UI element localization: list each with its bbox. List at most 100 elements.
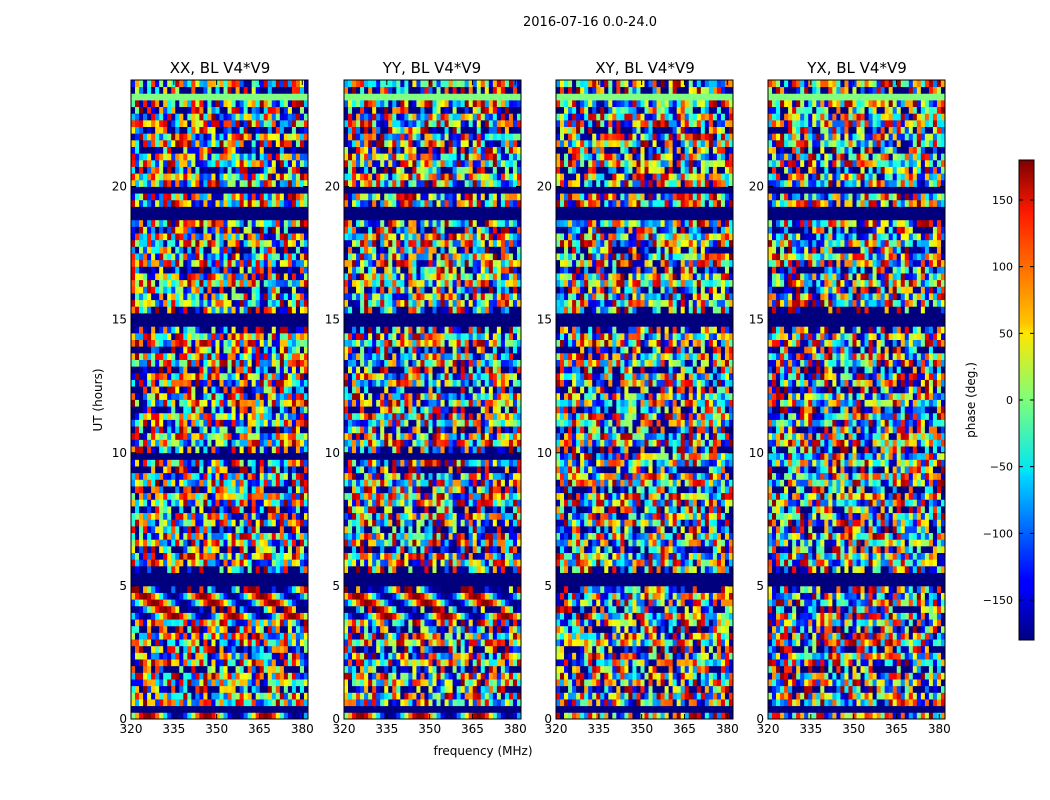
heatmap-cell: [224, 333, 228, 340]
heatmap-cell: [228, 160, 232, 167]
heatmap-cell: [191, 260, 195, 267]
heatmap-cell: [276, 646, 280, 653]
heatmap-cell: [400, 679, 404, 686]
heatmap-cell: [276, 632, 280, 639]
heatmap-cell: [408, 686, 412, 693]
heatmap-cell: [260, 160, 264, 167]
heatmap-cell: [191, 113, 195, 120]
heatmap-cell: [195, 373, 199, 380]
heatmap-cell: [139, 353, 143, 360]
heatmap-cell: [256, 593, 260, 600]
heatmap-cell: [280, 433, 284, 440]
heatmap-cell: [296, 626, 300, 633]
heatmap-cell: [268, 233, 272, 240]
heatmap-cell: [159, 426, 163, 433]
heatmap-cell: [260, 506, 264, 513]
heatmap-cell: [151, 366, 155, 373]
heatmap-cell: [392, 613, 396, 620]
heatmap-cell: [268, 586, 272, 593]
heatmap-cell: [151, 200, 155, 207]
heatmap-cell: [199, 666, 203, 673]
heatmap-cell: [268, 180, 272, 187]
heatmap-cell: [481, 652, 485, 659]
heatmap-cell: [187, 593, 191, 600]
heatmap-cell: [300, 200, 304, 207]
heatmap-cell: [240, 666, 244, 673]
heatmap-cell: [147, 127, 151, 134]
heatmap-cell: [252, 273, 256, 280]
heatmap-cell: [280, 419, 284, 426]
heatmap-cell: [183, 413, 187, 420]
heatmap-cell: [424, 613, 428, 620]
heatmap-cell: [244, 413, 248, 420]
heatmap-cell: [207, 187, 211, 194]
heatmap-cell: [501, 692, 505, 699]
heatmap-cell: [260, 599, 264, 606]
heatmap-cell: [288, 253, 292, 260]
heatmap-cell: [159, 626, 163, 633]
heatmap-cell: [155, 260, 159, 267]
heatmap-cell: [215, 446, 219, 453]
heatmap-cell: [159, 712, 163, 719]
heatmap-cell: [179, 493, 183, 500]
heatmap-cell: [288, 639, 292, 646]
heatmap-cell: [420, 659, 424, 666]
heatmap-cell: [224, 526, 228, 533]
heatmap-cell: [159, 400, 163, 407]
heatmap-cell: [461, 699, 465, 706]
heatmap-cell: [260, 686, 264, 693]
heatmap-cell: [207, 240, 211, 247]
heatmap-cell: [207, 499, 211, 506]
heatmap-cell: [187, 639, 191, 646]
heatmap-cell: [300, 380, 304, 387]
heatmap-cell: [252, 173, 256, 180]
heatmap-cell: [195, 499, 199, 506]
heatmap-cell: [280, 479, 284, 486]
heatmap-cell: [187, 499, 191, 506]
heatmap-cell: [215, 593, 219, 600]
heatmap-cell: [159, 160, 163, 167]
heatmap-cell: [175, 659, 179, 666]
heatmap-cell: [155, 326, 159, 333]
heatmap-cell: [509, 692, 513, 699]
heatmap-cell: [280, 180, 284, 187]
heatmap-cell: [256, 639, 260, 646]
heatmap-cell: [220, 632, 224, 639]
heatmap-cell: [224, 187, 228, 194]
heatmap-cell: [175, 133, 179, 140]
heatmap-cell: [151, 233, 155, 240]
heatmap-cell: [260, 273, 264, 280]
heatmap-cell: [195, 672, 199, 679]
heatmap-cell: [252, 659, 256, 666]
heatmap-cell: [280, 246, 284, 253]
heatmap-cell: [131, 639, 135, 646]
heatmap-cell: [143, 499, 147, 506]
heatmap-cell: [404, 659, 408, 666]
heatmap-cell: [300, 233, 304, 240]
heatmap-cell: [368, 639, 372, 646]
heatmap-cell: [187, 632, 191, 639]
figure-suptitle: 2016-07-16 0.0-24.0: [523, 15, 657, 30]
heatmap-cell: [143, 692, 147, 699]
heatmap-cell: [147, 426, 151, 433]
heatmap-cell: [292, 659, 296, 666]
heatmap-cell: [268, 206, 272, 213]
heatmap-cell: [183, 533, 187, 540]
heatmap-cell: [167, 213, 171, 220]
heatmap-cell: [256, 127, 260, 134]
heatmap-cell: [187, 619, 191, 626]
heatmap-cell: [195, 566, 199, 573]
heatmap-cell: [179, 240, 183, 247]
heatmap-cell: [131, 632, 135, 639]
heatmap-cell: [268, 606, 272, 613]
heatmap-cell: [256, 606, 260, 613]
heatmap-cell: [171, 313, 175, 320]
heatmap-cell: [163, 453, 167, 460]
heatmap-cell: [513, 686, 517, 693]
heatmap-cell: [187, 533, 191, 540]
heatmap-cell: [220, 413, 224, 420]
heatmap-cell: [264, 233, 268, 240]
heatmap-cell: [187, 553, 191, 560]
heatmap-cell: [433, 666, 437, 673]
heatmap-cell: [199, 426, 203, 433]
